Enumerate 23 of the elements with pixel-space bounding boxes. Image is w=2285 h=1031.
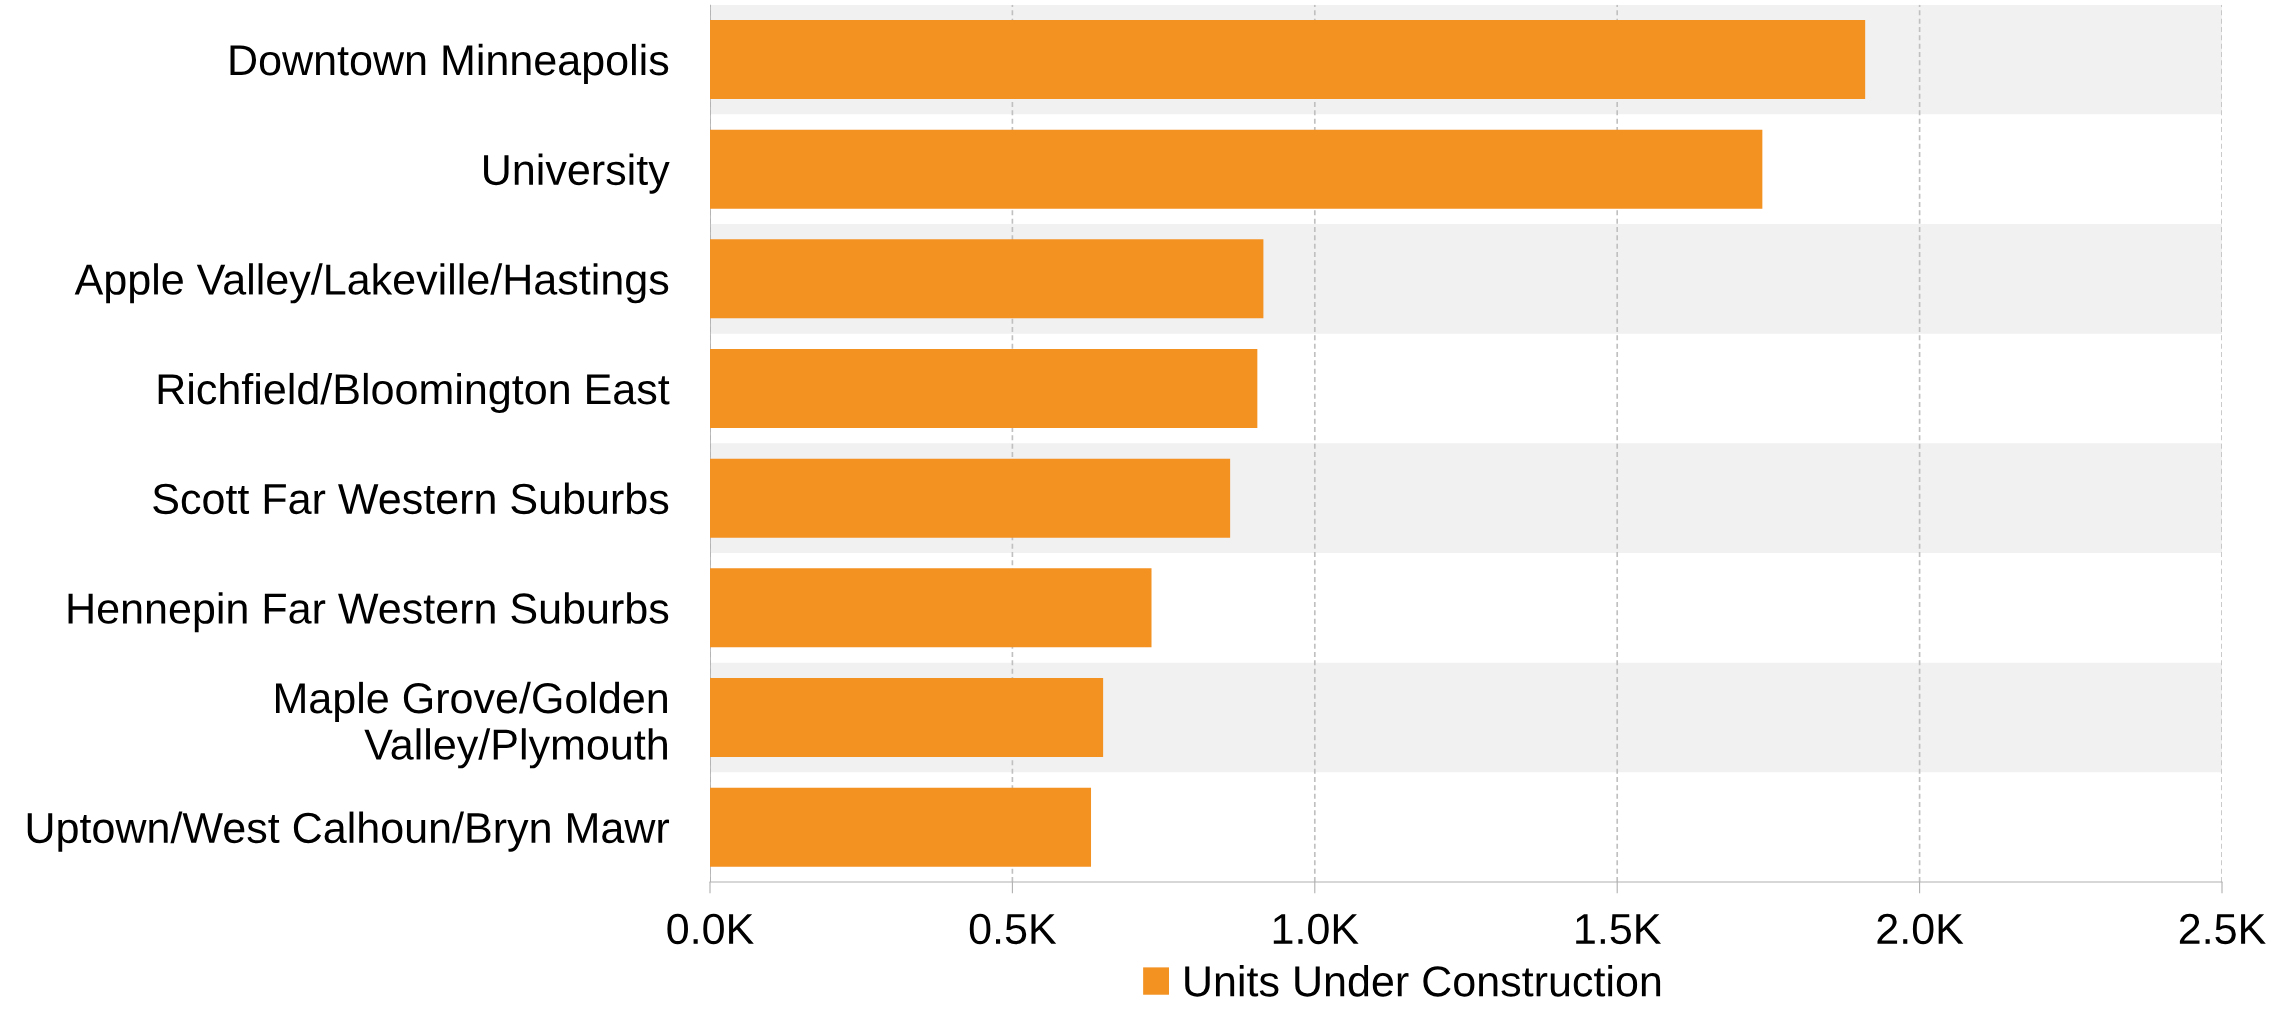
y-tick-label: Downtown Minneapolis [230,43,669,85]
bar [710,19,1866,99]
bar [710,568,1152,648]
y-tick-label: Richfield/Bloomington East [158,372,670,414]
y-tick-label: Apple Valley/Lakeville/Hastings [74,263,669,304]
y-tick-label: Uptown/West Calhoun/Bryn Mawr [27,811,670,852]
x-tick-label: 1.0K [1273,913,1359,945]
x-tick-label: 1.5K [1576,914,1661,945]
x-tick-label: 2.5K [2179,913,2266,945]
x-tick-label: 0.0K [667,913,754,945]
y-tick-label: University [484,153,670,194]
bar [710,129,1763,209]
bar [710,349,1258,428]
bar [710,678,1104,757]
bar [710,787,1092,867]
bar [710,458,1231,538]
y-tick-label: Scott Far Western Suburbs [153,482,669,515]
legend-label: Units Under Construction [1185,965,1661,997]
x-tick-label: 0.5K [969,913,1057,945]
bar [710,239,1264,319]
x-tick-label: 2.0K [1877,913,1964,945]
y-tick-label: Hennepin Far Western Suburbs [68,592,669,633]
y-tick-label: Maple Grove/Golden Valley/Plymouth [276,681,667,769]
